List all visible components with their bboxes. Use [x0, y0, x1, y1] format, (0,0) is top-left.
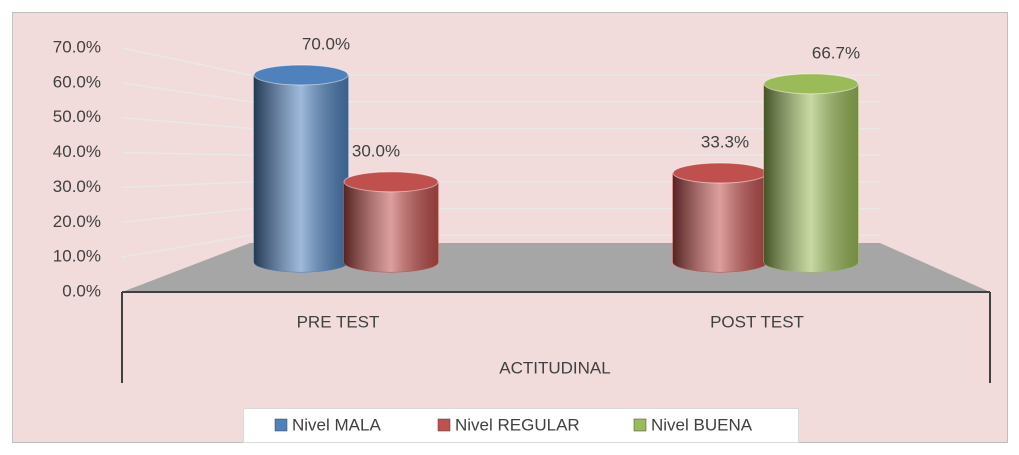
grid-line: [121, 82, 880, 103]
y-tick-label: 20.0%: [53, 212, 101, 231]
grid-line: [121, 47, 880, 76]
legend-label: Nivel MALA: [292, 415, 381, 434]
data-label: 70.0%: [302, 34, 350, 53]
legend-swatch: [274, 418, 288, 432]
x-tick-label: PRE TEST: [297, 312, 380, 331]
cylinder-top: [253, 64, 349, 86]
cylinder-top: [672, 162, 768, 184]
grid-line: [121, 151, 880, 156]
y-tick-label: 0.0%: [62, 281, 101, 300]
grid-line: [121, 234, 880, 258]
grid-line: [121, 207, 880, 224]
x-axis-label: ACTITUDINAL: [499, 358, 610, 377]
legend: [243, 408, 799, 443]
cylinder-shade: [254, 75, 348, 272]
cylinder: [343, 171, 439, 273]
data-label: 30.0%: [352, 141, 400, 160]
legend-swatch: [437, 418, 451, 432]
y-tick-label: 40.0%: [53, 142, 101, 161]
y-tick-label: 70.0%: [53, 37, 101, 56]
y-tick-label: 10.0%: [53, 247, 101, 266]
cylinder: [672, 162, 768, 273]
y-tick-label: 30.0%: [53, 177, 101, 196]
legend-label: Nivel REGULAR: [455, 415, 580, 434]
y-tick-label: 60.0%: [53, 72, 101, 91]
floor: [122, 243, 990, 292]
legend-swatch: [633, 418, 647, 432]
x-tick-label: POST TEST: [710, 312, 804, 331]
legend-label: Nivel BUENA: [651, 415, 753, 434]
data-label: 66.7%: [812, 43, 860, 62]
y-tick-label: 50.0%: [53, 107, 101, 126]
cylinder: [253, 64, 349, 273]
grid-line: [121, 181, 880, 189]
cylinder-shade: [764, 83, 858, 273]
cylinder-shade: [344, 181, 438, 272]
data-label: 33.3%: [701, 133, 749, 152]
cylinder: [763, 73, 859, 273]
cylinder-shade: [673, 173, 767, 272]
cylinder-top: [343, 171, 439, 193]
grid-line: [121, 116, 880, 130]
cylinder-top: [763, 73, 859, 95]
